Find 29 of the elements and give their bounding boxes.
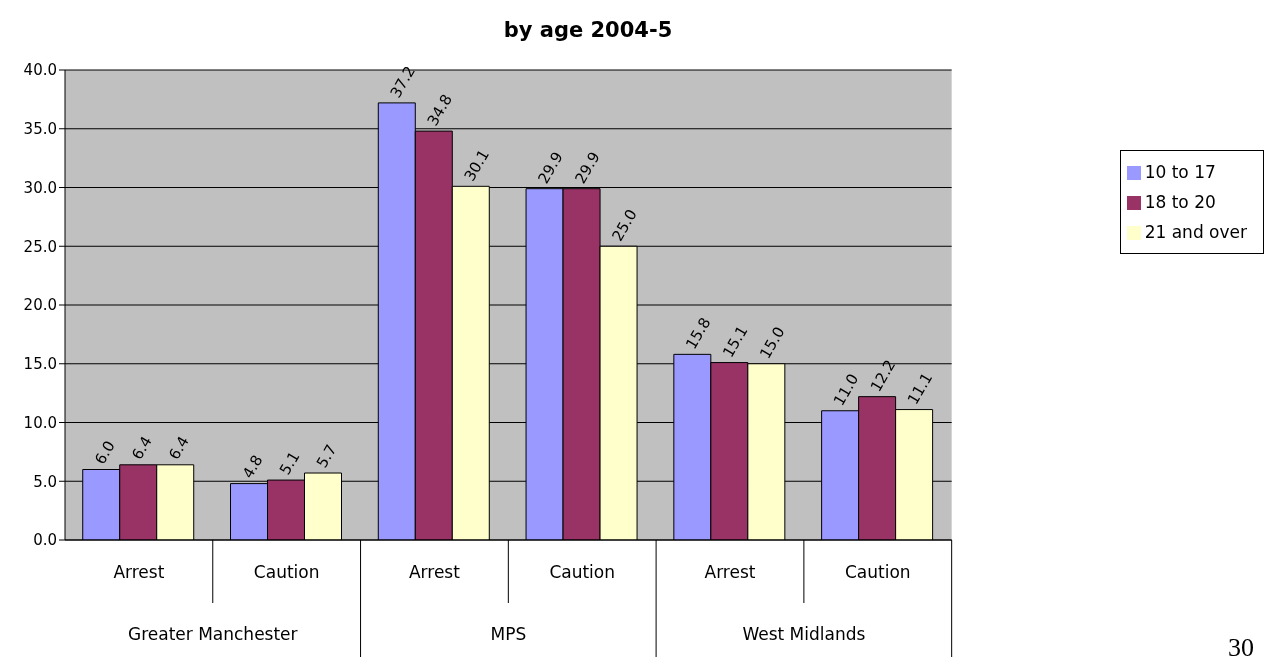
- data-label: 5.1: [275, 448, 304, 479]
- legend-label: 21 and over: [1144, 222, 1247, 242]
- y-tick-label: 20.0: [23, 296, 57, 315]
- legend-label: 18 to 20: [1144, 192, 1216, 212]
- y-tick-label: 10.0: [23, 413, 57, 432]
- x-tick-label: Arrest: [113, 562, 165, 582]
- y-tick-label: 15.0: [23, 355, 57, 374]
- data-label: 4.8: [238, 451, 267, 482]
- x-tick-label: Arrest: [704, 562, 756, 582]
- data-label: 6.4: [165, 433, 193, 463]
- y-tick-label: 5.0: [33, 472, 57, 491]
- text: West Midlands: [742, 624, 866, 644]
- y-tick-label: 40.0: [23, 61, 57, 80]
- y-tick-label: 0.0: [33, 531, 57, 550]
- x-tick-label: Caution: [844, 562, 911, 582]
- y-tick-label: 25.0: [23, 237, 57, 256]
- chart-title: by age 2004-5: [502, 18, 674, 42]
- x-tick-label: Caution: [253, 562, 320, 582]
- data-label: 5.7: [312, 441, 341, 472]
- y-tick-label: 30.0: [23, 178, 57, 197]
- text: MPS: [490, 624, 527, 644]
- data-label: 6.4: [128, 433, 156, 463]
- legend-label: 10 to 17: [1144, 162, 1216, 182]
- x-tick-label: Arrest: [408, 562, 461, 582]
- text: 30: [1228, 633, 1254, 657]
- data-label: 6.0: [91, 437, 119, 468]
- text: Greater Manchester: [127, 624, 298, 644]
- y-tick-label: 35.0: [23, 120, 57, 139]
- x-tick-label: Caution: [549, 562, 616, 582]
